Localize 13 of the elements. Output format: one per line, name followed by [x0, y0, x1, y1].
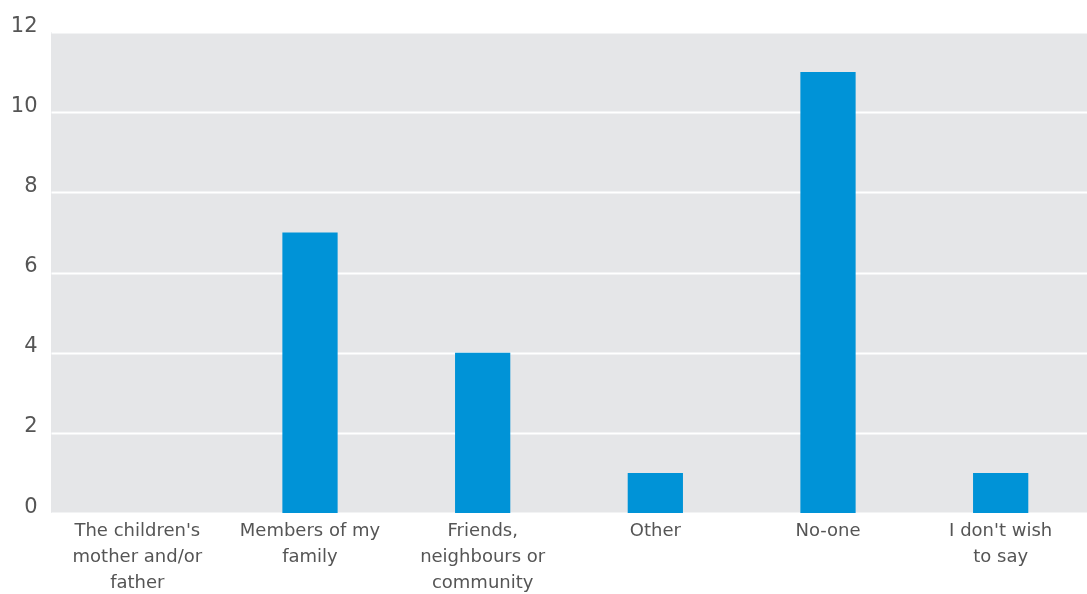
y-tick-label: 8	[24, 172, 38, 197]
y-tick-label: 2	[24, 413, 38, 438]
y-tick-label: 12	[10, 12, 38, 37]
x-tick-label: I don't wish to say	[949, 518, 1053, 566]
x-tick-label: Friends, neighbours or community	[420, 518, 546, 592]
x-tick-label: Members of my family	[239, 518, 381, 566]
x-tick-label: The children's mother and/or father	[72, 518, 203, 592]
y-tick-label: 0	[24, 493, 38, 518]
x-tick-label: Other	[629, 518, 682, 540]
x-tick-label: No-one	[795, 518, 861, 540]
y-tick-label: 10	[10, 92, 38, 117]
y-tick-label: 6	[24, 253, 38, 277]
y-tick-label: 4	[24, 333, 38, 358]
